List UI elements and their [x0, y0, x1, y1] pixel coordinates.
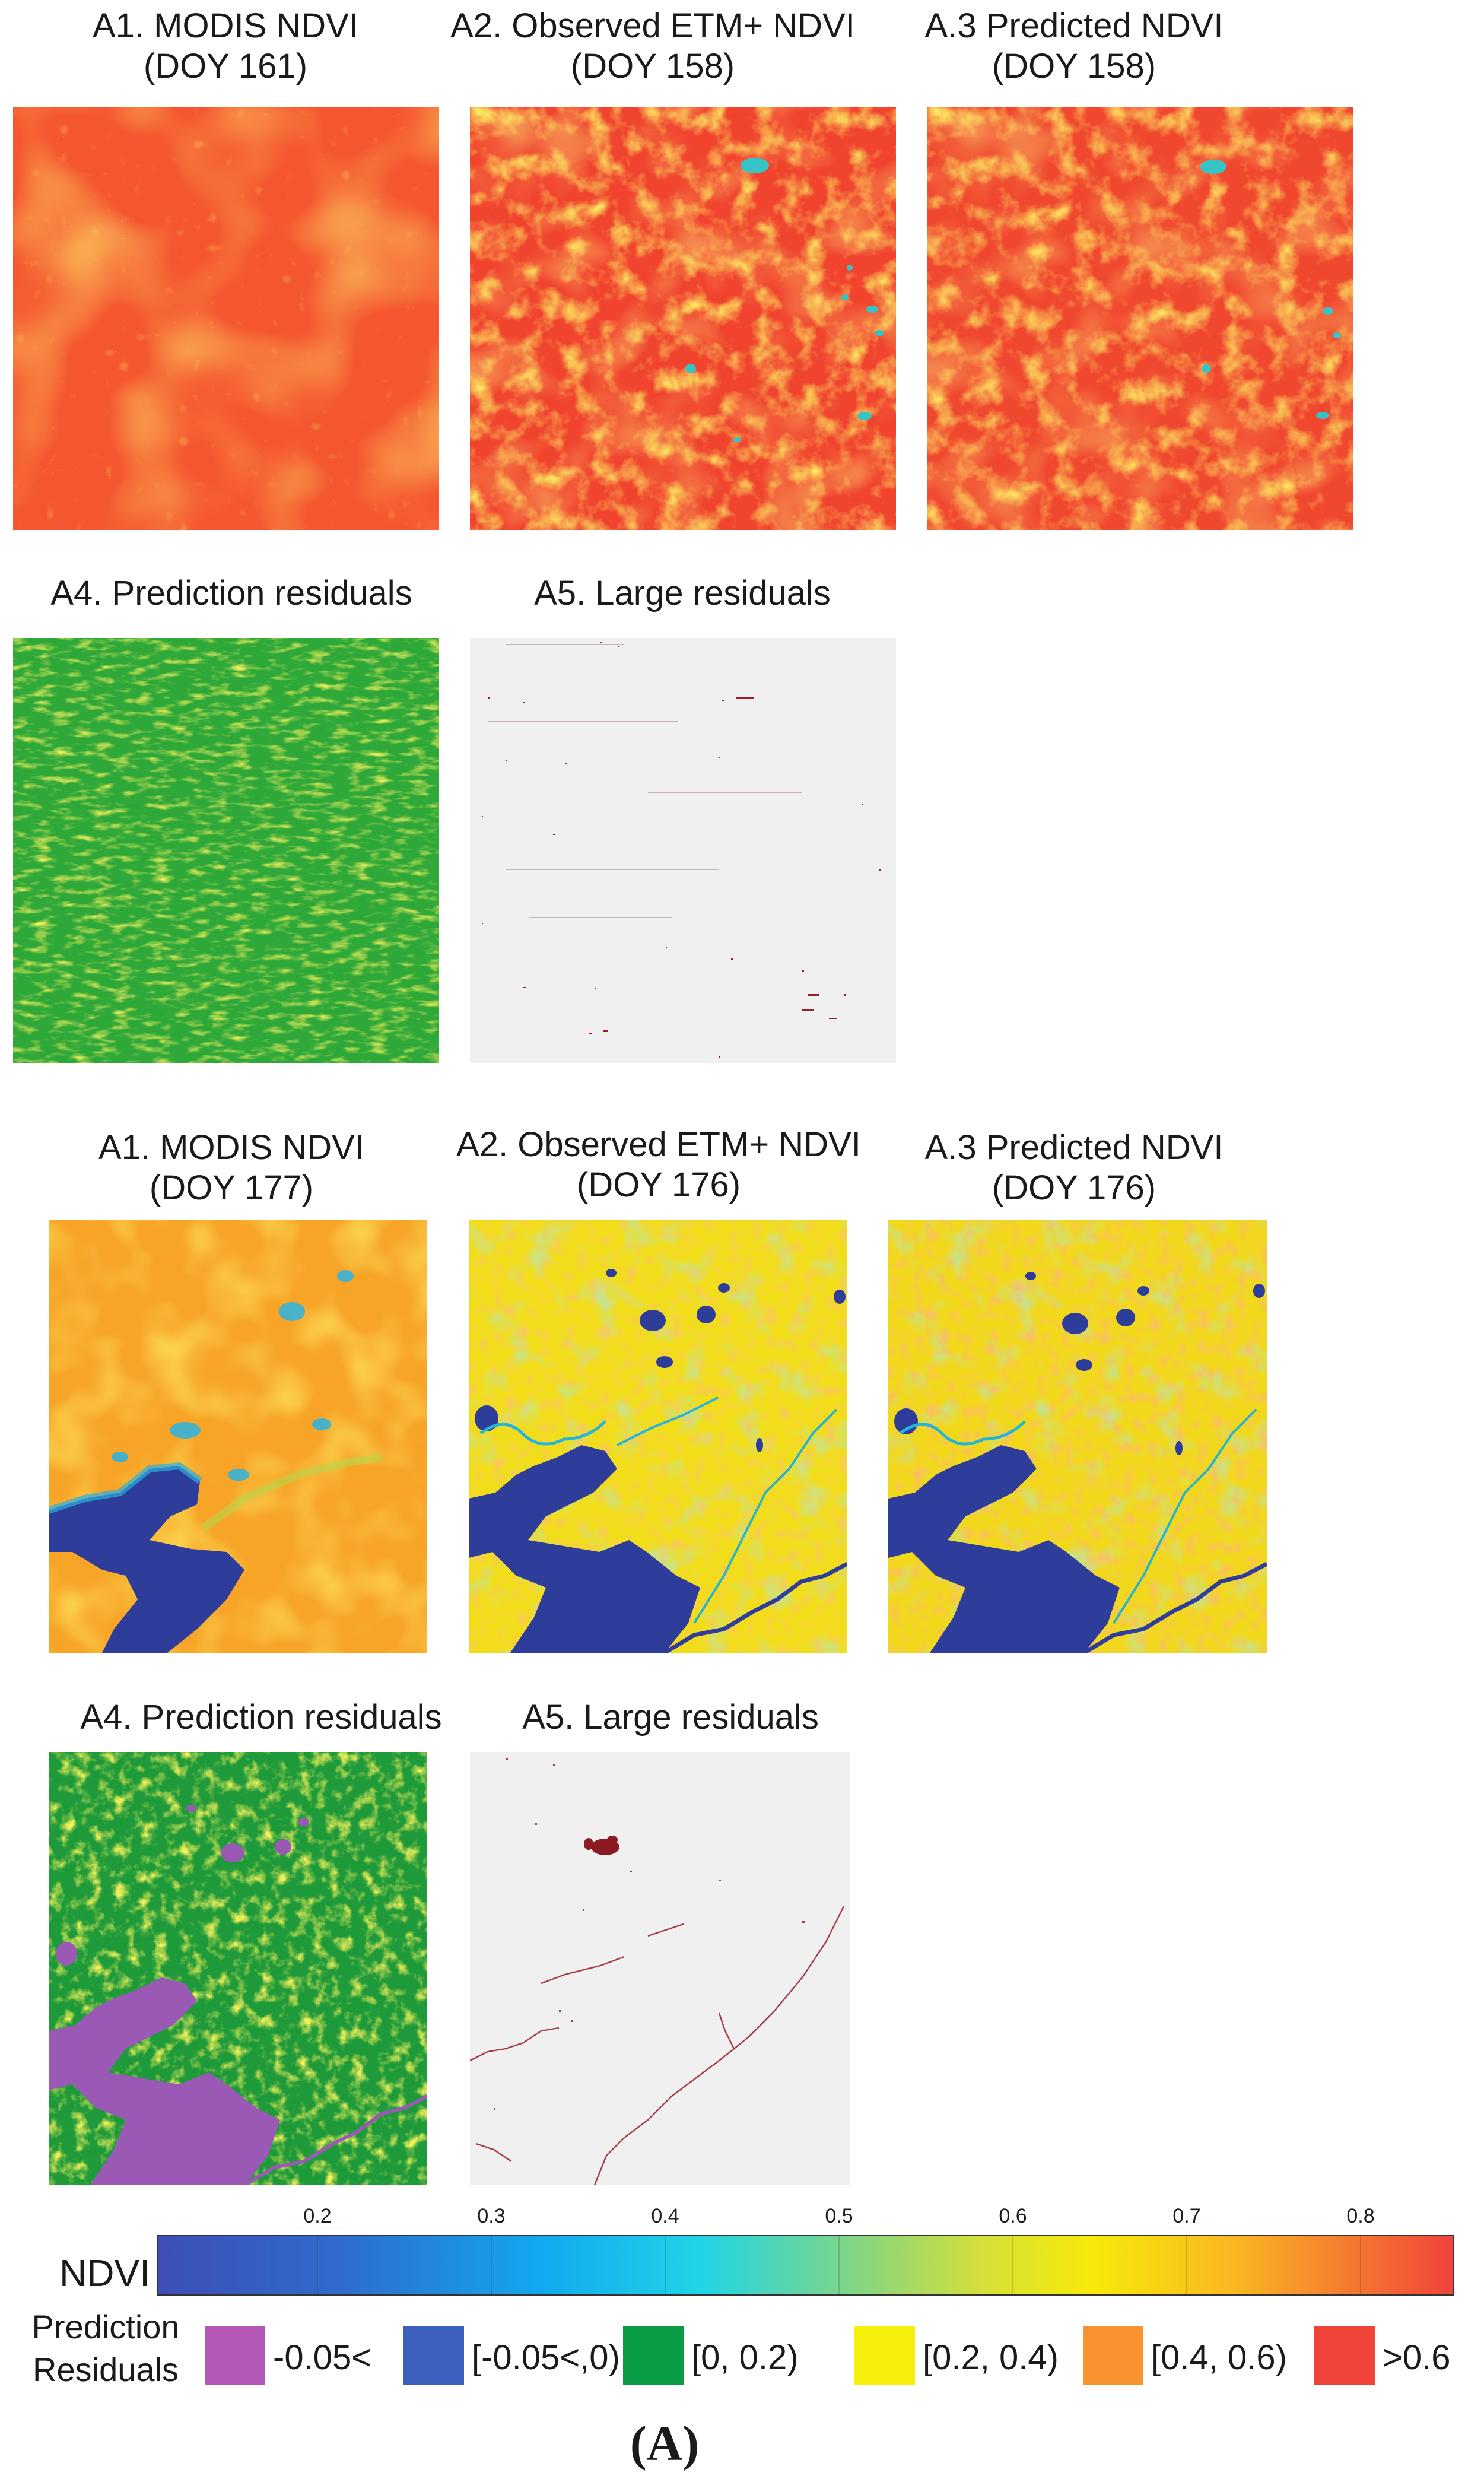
figure-label: (A) [630, 2416, 700, 2471]
residuals-legend-item: [-0.05<,0) [403, 2326, 620, 2385]
s2-a3-predicted-ndvi-map [888, 1220, 1267, 1653]
colorbar-tick-label: 0.4 [651, 2205, 679, 2227]
s1-a1-title-line1: A1. MODIS NDVI [93, 7, 358, 45]
residuals-legend-item: -0.05< [205, 2326, 371, 2385]
residuals-legend-text: [0, 0.2) [691, 2338, 799, 2377]
residuals-legend-label-line1: Prediction [31, 2308, 179, 2345]
s2-a3-title: A.3 Predicted NDVI (DOY 176) [866, 1128, 1282, 1208]
s1-a1-title: A1. MODIS NDVI (DOY 161) [12, 6, 439, 87]
residuals-legend-swatch [854, 2326, 915, 2385]
colorbar-tick-label: 0.3 [477, 2205, 505, 2227]
s1-a3-title-line1: A.3 Predicted NDVI [924, 7, 1224, 45]
residuals-legend-swatch [205, 2326, 265, 2385]
s2-a1-title-line2: (DOY 177) [149, 1169, 314, 1207]
s1-a1-title-line2: (DOY 161) [143, 47, 308, 85]
s2-a1-title-line1: A1. MODIS NDVI [98, 1128, 364, 1167]
s2-a4-prediction-residuals-map [49, 1752, 427, 2185]
residuals-legend-swatch [403, 2326, 464, 2385]
s2-a5-title: A5. Large residuals [522, 1698, 819, 1737]
residuals-legend-text: [-0.05<,0) [472, 2338, 620, 2377]
colorbar-tick-label: 0.8 [1346, 2205, 1374, 2227]
s2-a5-large-residuals-map [470, 1752, 850, 2185]
legend: 0.2 0.3 0.4 0.5 0.6 0.7 0.8 NDVI Prediction Re… [31, 2205, 1454, 2471]
s1-a2-observed-etm-ndvi-map [470, 107, 896, 530]
s2-a2-title: A2. Observed ETM+ NDVI (DOY 176) [439, 1125, 878, 1205]
s2-a4-title: A4. Prediction residuals [80, 1698, 442, 1737]
s2-a3-title-line1: A.3 Predicted NDVI [924, 1128, 1224, 1167]
colorbar-tick-label: 0.7 [1172, 2205, 1200, 2227]
s1-a5-large-residuals-map [470, 638, 896, 1063]
s1-a2-title-line2: (DOY 158) [570, 47, 735, 85]
residuals-legend-text: [0.2, 0.4) [923, 2338, 1059, 2377]
colorbar-gridlines [317, 2236, 1361, 2295]
residuals-legend-item: [0.4, 0.6) [1083, 2326, 1287, 2385]
s1-a2-title-line1: A2. Observed ETM+ NDVI [450, 7, 855, 45]
s2-a2-title-line2: (DOY 176) [576, 1166, 741, 1204]
colorbar-tick-labels: 0.2 0.3 0.4 0.5 0.6 0.7 0.8 [303, 2205, 1374, 2227]
residuals-legend-items: -0.05< [-0.05<,0) [0, 0.2) [0.2, 0.4) [0.4, … [205, 2326, 1451, 2385]
colorbar-tick-label: 0.2 [303, 2205, 331, 2227]
residuals-legend-swatch [1083, 2326, 1143, 2385]
residuals-legend-item: [0, 0.2) [623, 2326, 799, 2385]
residuals-legend-swatch [1314, 2326, 1375, 2385]
s2-a3-title-line2: (DOY 176) [992, 1169, 1156, 1207]
s1-a3-title: A.3 Predicted NDVI (DOY 158) [860, 6, 1288, 87]
ndvi-colorbar [157, 2235, 1454, 2296]
residuals-legend-item: [0.2, 0.4) [854, 2326, 1059, 2385]
colorbar-tick-label: 0.6 [999, 2205, 1027, 2227]
s1-a4-prediction-residuals-map [13, 638, 439, 1063]
s2-a1-modis-ndvi-map [49, 1220, 427, 1653]
colorbar-tick-label: 0.5 [825, 2205, 853, 2227]
s2-a1-title: A1. MODIS NDVI (DOY 177) [36, 1128, 427, 1208]
s1-a1-modis-ndvi-map [13, 107, 439, 530]
residuals-legend-item: >0.6 [1314, 2326, 1451, 2385]
ndvi-colorbar-label: NDVI [59, 2252, 150, 2294]
s1-a2-title: A2. Observed ETM+ NDVI (DOY 158) [439, 6, 866, 87]
residuals-legend-label-line2: Residuals [33, 2351, 179, 2388]
residuals-legend-text: [0.4, 0.6) [1151, 2338, 1287, 2377]
residuals-legend-swatch [623, 2326, 684, 2385]
s1-a4-title: A4. Prediction residuals [50, 574, 412, 612]
s1-a3-title-line2: (DOY 158) [992, 47, 1156, 85]
residuals-legend-text: >0.6 [1383, 2338, 1451, 2377]
s1-a3-predicted-ndvi-map [927, 107, 1353, 530]
s1-a5-title: A5. Large residuals [534, 574, 831, 612]
s2-a2-title-line1: A2. Observed ETM+ NDVI [456, 1125, 861, 1164]
s2-a2-observed-etm-ndvi-map [469, 1220, 847, 1653]
residuals-legend-text: -0.05< [273, 2338, 371, 2377]
